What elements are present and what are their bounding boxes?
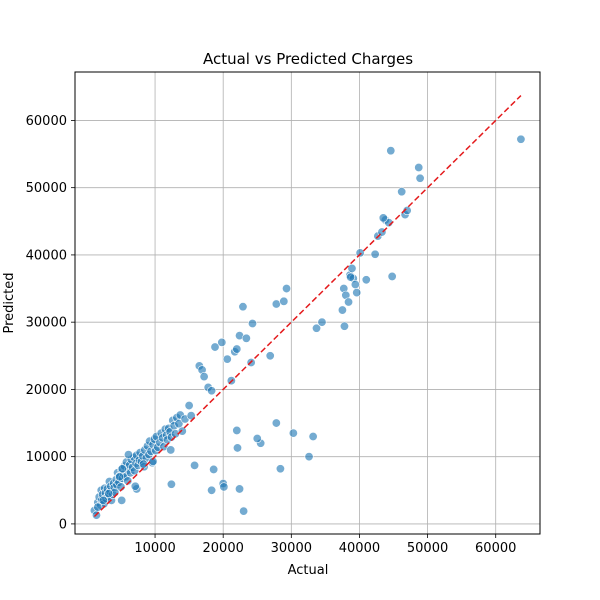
- data-point: [166, 445, 176, 455]
- data-point: [339, 321, 349, 331]
- y-tick-label: 60000: [26, 114, 67, 129]
- data-point: [337, 305, 347, 315]
- data-point: [355, 248, 365, 258]
- data-point: [397, 187, 407, 197]
- data-point: [247, 319, 257, 329]
- data-point: [104, 489, 114, 499]
- data-point: [387, 271, 397, 281]
- data-point: [308, 431, 318, 441]
- data-point: [346, 272, 356, 282]
- y-tick-label: 10000: [26, 450, 67, 465]
- x-axis-title: Actual: [288, 563, 329, 578]
- data-point: [219, 482, 229, 492]
- data-point: [516, 134, 526, 144]
- data-point: [415, 173, 425, 183]
- data-point: [317, 317, 327, 327]
- data-point: [352, 288, 362, 298]
- ticks: 10000 20000 30000 40000 50000 60000 0 10000 2000…: [26, 114, 517, 556]
- data-point: [279, 296, 289, 306]
- data-point: [282, 284, 292, 294]
- data-point: [241, 333, 251, 343]
- data-point: [304, 452, 314, 462]
- data-point: [209, 464, 219, 474]
- x-tick-label: 20000: [203, 541, 244, 556]
- x-tick-label: 50000: [407, 541, 448, 556]
- y-tick-label: 20000: [26, 383, 67, 398]
- x-tick-label: 60000: [475, 541, 516, 556]
- data-point: [217, 337, 227, 347]
- data-point: [232, 425, 242, 435]
- data-point: [347, 263, 357, 273]
- data-point: [288, 428, 298, 438]
- data-point: [115, 472, 125, 482]
- x-tick-label: 40000: [339, 541, 380, 556]
- data-point: [123, 476, 133, 486]
- data-point: [271, 299, 281, 309]
- data-point: [378, 213, 388, 223]
- data-point: [166, 479, 176, 489]
- data-point: [344, 297, 354, 307]
- data-point: [232, 443, 242, 453]
- data-point: [370, 249, 380, 259]
- data-point: [186, 411, 196, 421]
- data-point: [207, 485, 217, 495]
- y-axis-title: Predicted: [2, 272, 17, 333]
- y-tick-label: 50000: [26, 181, 67, 196]
- data-point: [222, 354, 232, 364]
- axes-frame: [74, 71, 541, 535]
- data-point: [232, 344, 242, 354]
- data-point: [271, 418, 281, 428]
- data-point: [275, 464, 285, 474]
- y-tick-label: 0: [59, 517, 67, 532]
- data-point: [265, 351, 275, 361]
- data-point: [117, 464, 127, 474]
- data-point: [235, 484, 245, 494]
- data-point: [252, 434, 262, 444]
- data-point: [386, 146, 396, 156]
- y-tick-label: 40000: [26, 248, 67, 263]
- data-point: [210, 342, 220, 352]
- data-point: [117, 495, 127, 505]
- reference-line: [93, 95, 522, 518]
- data-point: [130, 481, 140, 491]
- data-point: [361, 275, 371, 285]
- data-point: [414, 162, 424, 172]
- data-points: [89, 134, 526, 520]
- data-point: [138, 459, 148, 469]
- data-point: [148, 456, 158, 466]
- data-point: [238, 302, 248, 312]
- data-point: [312, 323, 322, 333]
- data-point: [123, 450, 133, 460]
- x-tick-label: 10000: [134, 541, 175, 556]
- y-tick-label: 30000: [26, 316, 67, 331]
- chart-title: Actual vs Predicted Charges: [203, 50, 413, 68]
- data-point: [174, 419, 184, 429]
- data-point: [98, 495, 108, 505]
- data-point: [199, 372, 209, 382]
- data-point: [402, 206, 412, 216]
- data-point: [177, 426, 187, 436]
- data-point: [239, 506, 249, 516]
- data-point: [350, 280, 360, 290]
- data-point: [93, 502, 103, 512]
- data-point: [207, 386, 217, 396]
- data-point: [184, 401, 194, 411]
- x-tick-label: 30000: [271, 541, 312, 556]
- data-point: [190, 460, 200, 470]
